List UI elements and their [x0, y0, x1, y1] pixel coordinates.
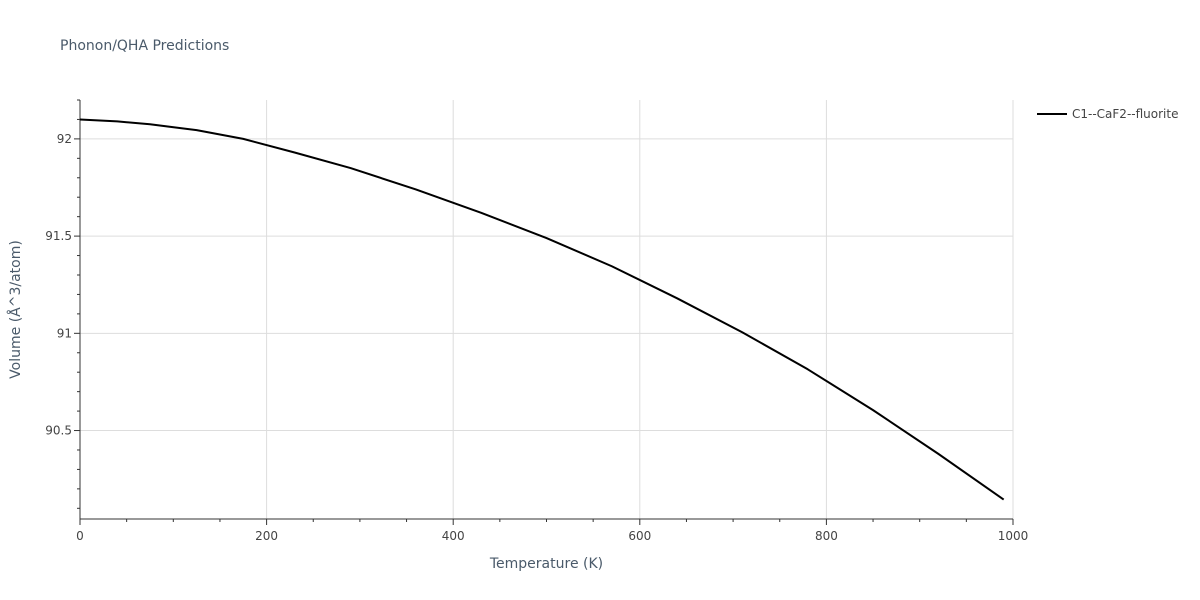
series-line: [79, 118, 1005, 501]
y-tick-label: 90.5: [45, 424, 72, 438]
y-tick-label: 91.5: [45, 229, 72, 243]
y-tick-label: 92: [57, 132, 72, 146]
series-layer: [79, 118, 1005, 501]
legend[interactable]: C1--CaF2--fluorite: [1037, 107, 1178, 121]
x-tick-label: 200: [255, 529, 278, 543]
chart-title: Phonon/QHA Predictions: [60, 38, 229, 54]
y-tick-label: 91: [57, 326, 72, 340]
y-axis-label: Volume (Å^3/atom): [7, 240, 24, 379]
x-tick-label: 600: [628, 529, 651, 543]
tick-labels: 0 200 400 600 800 1000 90.5 91 91.5 92: [45, 132, 1028, 543]
x-tick-label: 400: [442, 529, 465, 543]
x-tick-label: 1000: [998, 529, 1029, 543]
x-axis-label: Temperature (K): [489, 556, 603, 572]
grid: [80, 100, 1014, 519]
legend-label: C1--CaF2--fluorite: [1072, 107, 1178, 121]
x-tick-label: 800: [815, 529, 838, 543]
axes: [74, 99, 1014, 525]
x-tick-label: 0: [76, 529, 84, 543]
